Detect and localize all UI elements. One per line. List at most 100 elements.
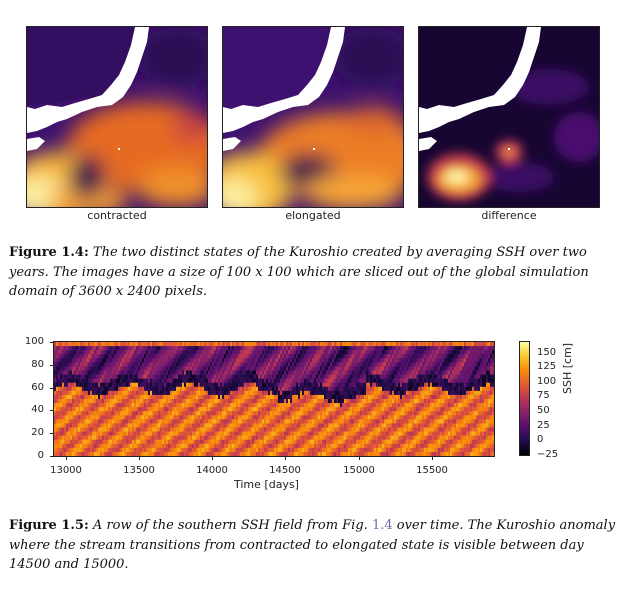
heatmap-cell — [216, 407, 219, 412]
heatmap-cell — [376, 431, 379, 436]
heatmap-cell — [292, 439, 295, 445]
heatmap-cell — [356, 399, 359, 404]
heatmap-cell — [374, 386, 377, 392]
heatmap-cell — [232, 399, 235, 404]
heatmap-cell — [324, 403, 327, 408]
heatmap-cell — [290, 447, 293, 453]
heatmap-cell — [96, 427, 99, 432]
heatmap-cell — [186, 386, 189, 392]
heatmap-cell — [182, 427, 185, 432]
heatmap-cell — [206, 443, 209, 449]
heatmap-cell — [400, 366, 403, 371]
heatmap-cell — [346, 382, 349, 388]
heatmap-cell — [58, 423, 61, 428]
heatmap-cell — [54, 443, 57, 449]
heatmap-cell — [278, 390, 281, 396]
heatmap-cell — [232, 415, 235, 420]
heatmap-cell — [256, 423, 259, 428]
heatmap-cell — [280, 411, 283, 416]
heatmap-cell — [318, 386, 321, 392]
heatmap-cell — [378, 451, 381, 456]
heatmap-cell — [140, 447, 143, 453]
heatmap-cell — [150, 439, 153, 445]
heatmap-cell — [362, 423, 365, 428]
heatmap-cell — [170, 370, 173, 375]
heatmap-cell — [292, 423, 295, 428]
heatmap-cell — [286, 439, 289, 445]
heatmap-cell — [356, 443, 359, 449]
heatmap-cell — [224, 423, 227, 428]
heatmap-cell — [408, 411, 411, 416]
heatmap-cell — [216, 350, 219, 355]
heatmap-cell — [192, 407, 195, 412]
heatmap-cell — [330, 403, 333, 408]
heatmap-cell — [306, 431, 309, 436]
heatmap-cell — [266, 439, 269, 445]
heatmap-cell — [306, 346, 309, 351]
heatmap-cell — [108, 419, 111, 424]
heatmap-cell — [128, 403, 131, 408]
heatmap-cell — [134, 358, 137, 363]
heatmap-cell — [214, 419, 217, 424]
heatmap-cell — [236, 443, 239, 449]
heatmap-cell — [160, 407, 163, 412]
heatmap-cell — [274, 407, 277, 412]
heatmap-cell — [292, 403, 295, 408]
heatmap-cell — [336, 439, 339, 445]
heatmap-cell — [156, 382, 159, 388]
heatmap-cell — [54, 378, 57, 384]
heatmap-cell — [252, 403, 255, 408]
heatmap-cell — [192, 443, 195, 449]
heatmap-cell — [354, 362, 357, 367]
heatmap-cell — [56, 394, 59, 400]
heatmap-cell — [370, 374, 373, 379]
heatmap-cell — [192, 382, 195, 388]
heatmap-cell — [182, 374, 185, 379]
heatmap-cell — [206, 415, 209, 420]
heatmap-cell — [308, 399, 311, 404]
heatmap-cell — [298, 423, 301, 428]
heatmap-cell — [308, 403, 311, 408]
heatmap-cell — [122, 362, 125, 367]
heatmap-cell — [100, 386, 103, 392]
heatmap-cell — [284, 407, 287, 412]
heatmap-cell — [340, 366, 343, 371]
heatmap-cell — [352, 386, 355, 392]
heatmap-cell — [106, 362, 109, 367]
heatmap-cell — [204, 423, 207, 428]
heatmap-cell — [322, 439, 325, 445]
heatmap-cell — [232, 342, 235, 347]
heatmap-cell — [118, 399, 121, 404]
heatmap-cell — [112, 419, 115, 424]
heatmap-cell — [90, 399, 93, 404]
heatmap-cell — [250, 350, 253, 355]
heatmap-cell — [178, 382, 181, 388]
heatmap-cell — [136, 439, 139, 445]
heatmap-cell — [94, 366, 97, 371]
heatmap-cell — [78, 354, 81, 359]
heatmap-cell — [154, 354, 157, 359]
heatmap-cell — [102, 447, 105, 453]
heatmap-cell — [68, 382, 71, 388]
heatmap-cell — [256, 370, 259, 375]
heatmap-cell — [260, 443, 263, 449]
heatmap-cell — [328, 382, 331, 388]
heatmap-cell — [262, 447, 265, 453]
heatmap-cell — [84, 350, 87, 355]
heatmap-cell — [382, 342, 385, 347]
heatmap-cell — [314, 447, 317, 453]
heatmap-cell — [74, 358, 77, 363]
heatmap-cell — [86, 370, 89, 375]
heatmap-cell — [56, 342, 59, 347]
heatmap-cell — [104, 411, 107, 416]
heatmap-cell — [130, 374, 133, 379]
heatmap-cell — [178, 370, 181, 375]
heatmap-cell — [104, 443, 107, 449]
heatmap-cell — [58, 427, 61, 432]
heatmap-cell — [182, 399, 185, 404]
heatmap-cell — [138, 451, 141, 456]
heatmap-cell — [152, 435, 155, 441]
heatmap-cell — [254, 423, 257, 428]
heatmap-cell — [194, 362, 197, 367]
heatmap-cell — [60, 447, 63, 453]
